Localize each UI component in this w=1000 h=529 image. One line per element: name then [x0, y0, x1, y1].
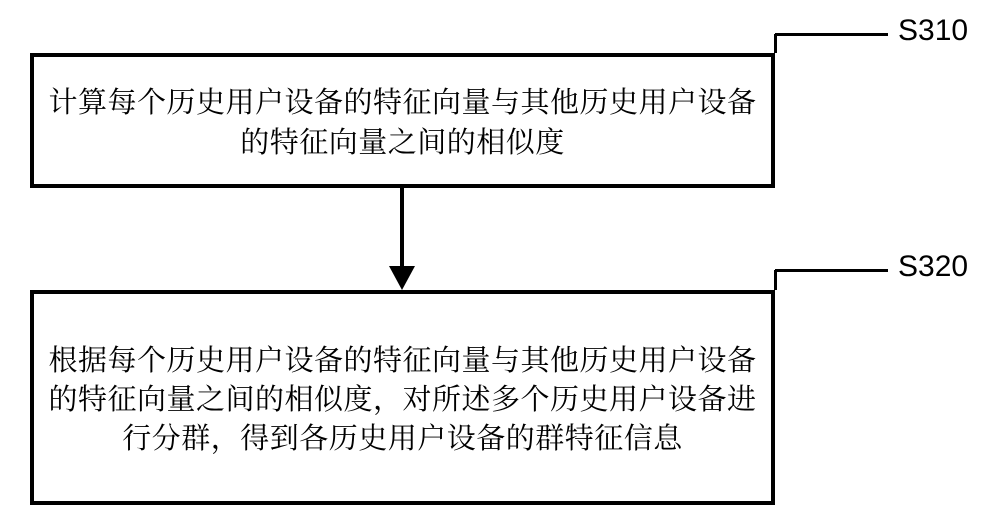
- leader-line: [774, 34, 777, 53]
- step-text-s310: 计算每个历史用户设备的特征向量与其他历史用户设备的特征向量之间的相似度: [34, 81, 771, 159]
- step-box-s310: 计算每个历史用户设备的特征向量与其他历史用户设备的特征向量之间的相似度: [30, 53, 775, 188]
- step-box-s320: 根据每个历史用户设备的特征向量与其他历史用户设备的特征向量之间的相似度，对所述多…: [30, 290, 775, 505]
- step-label-s310: S310: [898, 14, 968, 48]
- flowchart-canvas: 计算每个历史用户设备的特征向量与其他历史用户设备的特征向量之间的相似度 根据每个…: [0, 0, 1000, 529]
- arrow-line: [400, 188, 404, 266]
- step-label-s320: S320: [898, 250, 968, 284]
- step-text-s320: 根据每个历史用户设备的特征向量与其他历史用户设备的特征向量之间的相似度，对所述多…: [34, 339, 771, 456]
- leader-line: [775, 269, 888, 272]
- arrow-head-icon: [389, 266, 415, 293]
- leader-line: [775, 33, 888, 36]
- leader-line: [774, 270, 777, 290]
